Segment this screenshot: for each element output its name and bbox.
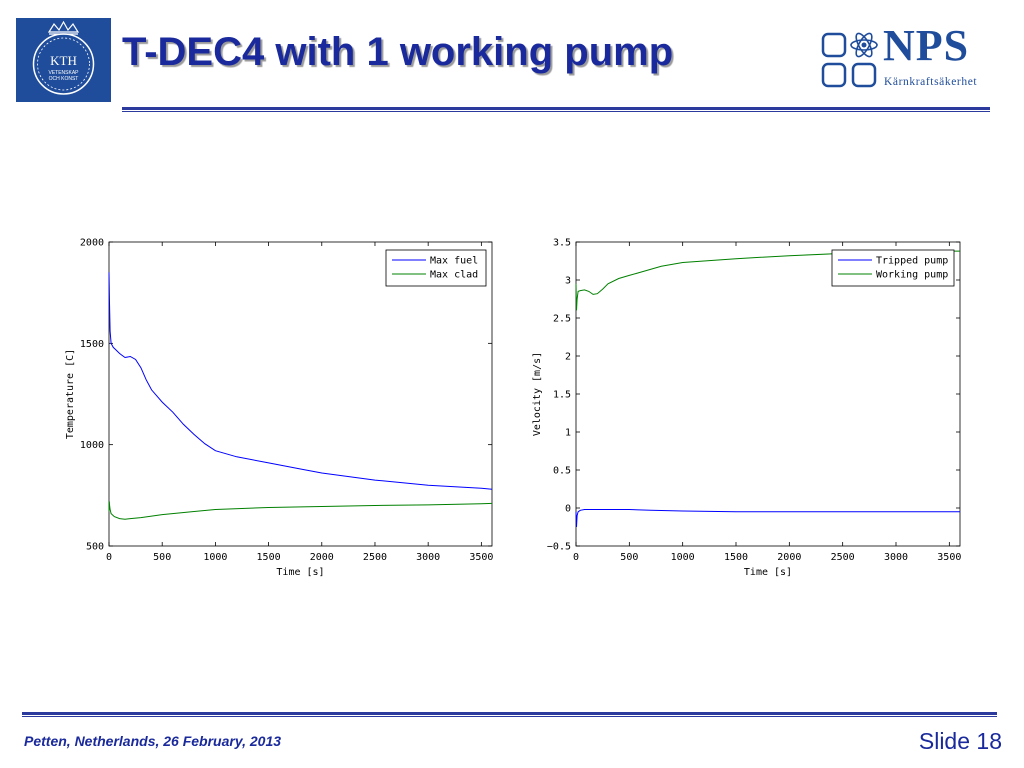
nps-logo: NPS Kärnkraftsäkerhet	[820, 21, 1000, 96]
x-tick-label: 3000	[884, 552, 908, 563]
series-line-0	[108, 272, 493, 490]
series-line-0	[575, 509, 960, 528]
legend-label-1: Max clad	[430, 270, 478, 281]
y-tick-label: −0.5	[547, 542, 571, 553]
x-tick-label: 1000	[203, 552, 227, 563]
nps-logo-subtitle: Kärnkraftsäkerhet	[884, 76, 978, 88]
x-tick-label: 2000	[777, 552, 801, 563]
x-tick-label: 1000	[671, 552, 695, 563]
x-tick-label: 0	[106, 552, 112, 563]
plot-frame	[575, 241, 961, 547]
y-tick-label: 2	[565, 352, 571, 363]
x-tick-label: 3500	[937, 552, 961, 563]
y-tick-label: 3.5	[553, 238, 571, 249]
x-tick-label: 2500	[831, 552, 855, 563]
legend-label-1: Working pump	[876, 270, 948, 281]
nps-atom-icon	[821, 32, 878, 88]
legend-box	[385, 249, 487, 287]
series-line-1	[108, 501, 493, 520]
temperature-chart: 0 500 1000 1500 2000 2500 3000 3500500100015002…	[65, 238, 493, 579]
y-tick-label: 2.5	[553, 314, 571, 325]
y-axis-label: Velocity [m/s]	[532, 352, 543, 436]
legend-box	[831, 249, 955, 287]
series-line-1	[575, 250, 960, 311]
y-tick-label: 1000	[80, 440, 104, 451]
y-tick-label: 500	[86, 542, 104, 553]
y-tick-label: 1500	[80, 339, 104, 350]
header-rule-thick	[122, 107, 990, 110]
x-tick-label: 2000	[310, 552, 334, 563]
footer-rule-thick	[22, 712, 997, 715]
y-tick-label: 1	[565, 428, 571, 439]
y-tick-label: 1.5	[553, 390, 571, 401]
kth-emblem-graphic: KTH VETENSKAP OCH KONST	[32, 20, 95, 95]
footer-location-date: Petten, Netherlands, 26 February, 2013	[24, 733, 282, 749]
x-tick-label: 500	[620, 552, 638, 563]
y-tick-label: 2000	[80, 238, 104, 249]
nps-logo-name: NPS	[883, 21, 970, 70]
footer-rule-thin	[22, 716, 997, 717]
header-rule-thin	[122, 111, 990, 112]
kth-logo: KTH VETENSKAP OCH KONST	[16, 18, 111, 102]
legend-label-0: Max fuel	[430, 256, 478, 267]
x-tick-label: 500	[153, 552, 171, 563]
legend-label-0: Tripped pump	[876, 256, 948, 267]
kth-logo-line3: OCH KONST	[49, 76, 79, 82]
x-tick-label: 1500	[724, 552, 748, 563]
x-axis-label: Time [s]	[276, 567, 324, 578]
x-axis-label: Time [s]	[744, 567, 792, 578]
x-tick-label: 0	[573, 552, 579, 563]
x-tick-label: 3500	[469, 552, 493, 563]
slide-title: T-DEC4 with 1 working pump	[122, 30, 674, 74]
y-tick-label: 0	[565, 504, 571, 515]
slide-number: Slide 18	[918, 728, 1002, 754]
x-tick-label: 3000	[416, 552, 440, 563]
y-tick-label: 0.5	[553, 466, 571, 477]
velocity-chart: 0 500 1000 1500 2000 2500 3000 3500−0.500.511.5…	[532, 238, 961, 579]
x-tick-label: 1500	[257, 552, 281, 563]
kth-logo-line2: VETENSKAP	[48, 70, 79, 76]
y-tick-label: 3	[565, 276, 571, 287]
plot-frame	[108, 241, 493, 547]
x-tick-label: 2500	[363, 552, 387, 563]
y-axis-label: Temperature [C]	[65, 349, 76, 439]
kth-logo-text: KTH	[50, 53, 77, 68]
